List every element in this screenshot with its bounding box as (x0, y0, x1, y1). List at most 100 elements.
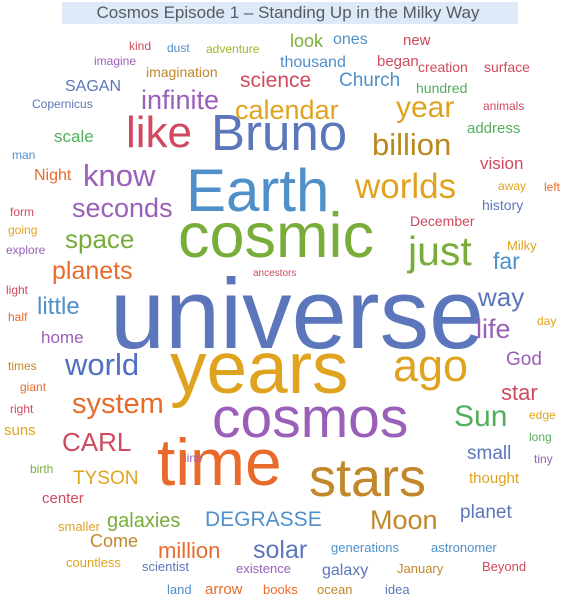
word-galaxies: galaxies (107, 510, 180, 532)
word-far: far (493, 248, 520, 274)
word-stars: stars (309, 448, 426, 508)
word-tiny: tiny (534, 452, 553, 466)
word-god: God (506, 349, 542, 370)
word-life: life (476, 314, 511, 344)
word-world: world (64, 347, 139, 382)
word-birth: birth (30, 462, 53, 476)
word-copernicus: Copernicus (32, 97, 93, 111)
title-highlight (62, 2, 518, 24)
word-adventure: adventure (206, 42, 260, 56)
word-milky: Milky (507, 238, 537, 253)
word-years: years (170, 328, 349, 409)
word-church: Church (339, 70, 400, 91)
word-center: center (42, 490, 84, 507)
word-giant: giant (20, 380, 47, 394)
word-half: half (8, 310, 28, 324)
word-thousand: thousand (280, 54, 346, 71)
word-tyson: TYSON (73, 468, 138, 489)
word-sun: Sun (454, 400, 507, 433)
chart-title: Cosmos Episode 1 – Standing Up in the Mi… (96, 3, 480, 22)
word-light: light (6, 283, 29, 297)
word-long: long (529, 430, 552, 444)
word-land: land (167, 582, 192, 597)
word-seconds: seconds (72, 193, 173, 223)
word-surface: surface (484, 59, 530, 75)
word-carl: CARL (62, 427, 131, 457)
word-home: home (41, 328, 84, 347)
word-year: year (396, 91, 454, 124)
word-form: form (10, 205, 34, 219)
word-worlds: worlds (354, 167, 456, 206)
word-little: little (37, 293, 80, 320)
word-arrow: arrow (205, 581, 243, 598)
word-history: history (482, 197, 523, 213)
word-cosmic: cosmic (178, 201, 374, 271)
word-times: times (8, 359, 37, 373)
word-books: books (263, 582, 298, 597)
word-going: going (8, 223, 37, 237)
word-space: space (65, 224, 134, 254)
word-solar: solar (253, 536, 307, 564)
word-small: small (467, 443, 511, 464)
word-explore: explore (6, 243, 46, 257)
word-animals: animals (483, 99, 524, 113)
word-kind: kind (129, 39, 151, 53)
word-night: Night (34, 167, 72, 184)
word-beyond: Beyond (482, 559, 526, 574)
word-star: star (501, 380, 538, 405)
word-million: million (158, 538, 220, 563)
word-know: know (83, 158, 156, 193)
word-like: like (126, 108, 192, 157)
word-scale: scale (54, 127, 94, 146)
word-scientist: scientist (142, 559, 189, 574)
word-generations: generations (331, 540, 399, 555)
word-right: right (10, 402, 34, 416)
word-ocean: ocean (317, 582, 352, 597)
word-left: left (544, 180, 561, 194)
word-hundred: hundred (416, 80, 467, 96)
word-billion: billion (372, 127, 451, 162)
word-idea: idea (385, 582, 410, 597)
word-december: December (410, 213, 475, 229)
word-universe: universe (110, 258, 484, 369)
word-calendar: calendar (235, 95, 339, 125)
word-countless: countless (66, 555, 121, 570)
word-planets: planets (52, 257, 133, 285)
word-planet: planet (460, 502, 512, 523)
word-day: day (537, 314, 556, 328)
word-degrasse: DEGRASSE (205, 508, 322, 531)
word-moon: Moon (370, 505, 438, 535)
word-science: science (240, 69, 311, 92)
word-dust: dust (167, 41, 190, 55)
word-ancestors: ancestors (253, 268, 296, 279)
word-come: Come (90, 531, 138, 551)
word-ago: ago (393, 340, 468, 391)
word-system: system (72, 388, 164, 420)
word-edge: edge (529, 408, 556, 422)
word-way: way (477, 282, 524, 312)
word-january: January (397, 561, 444, 576)
word-creation: creation (418, 59, 468, 75)
word-began: began (377, 53, 419, 70)
word-smaller: smaller (58, 519, 101, 534)
word-existence: existence (236, 561, 291, 576)
word-line: line (184, 451, 203, 465)
word-imagine: imagine (94, 54, 136, 68)
word-new: new (403, 32, 431, 49)
word-suns: suns (4, 422, 36, 439)
word-thought: thought (469, 470, 520, 487)
word-look: look (290, 31, 324, 51)
word-cosmos: cosmos (212, 386, 408, 450)
word-infinite: infinite (141, 85, 219, 115)
word-galaxy: galaxy (322, 562, 368, 579)
word-astronomer: astronomer (431, 540, 497, 555)
word-imagination: imagination (146, 64, 218, 80)
word-earth: Earth (186, 157, 329, 224)
word-ones: ones (333, 31, 368, 48)
word-man: man (12, 148, 35, 162)
word-just: just (407, 228, 472, 274)
word-vision: vision (480, 154, 523, 173)
word-away: away (498, 179, 526, 193)
